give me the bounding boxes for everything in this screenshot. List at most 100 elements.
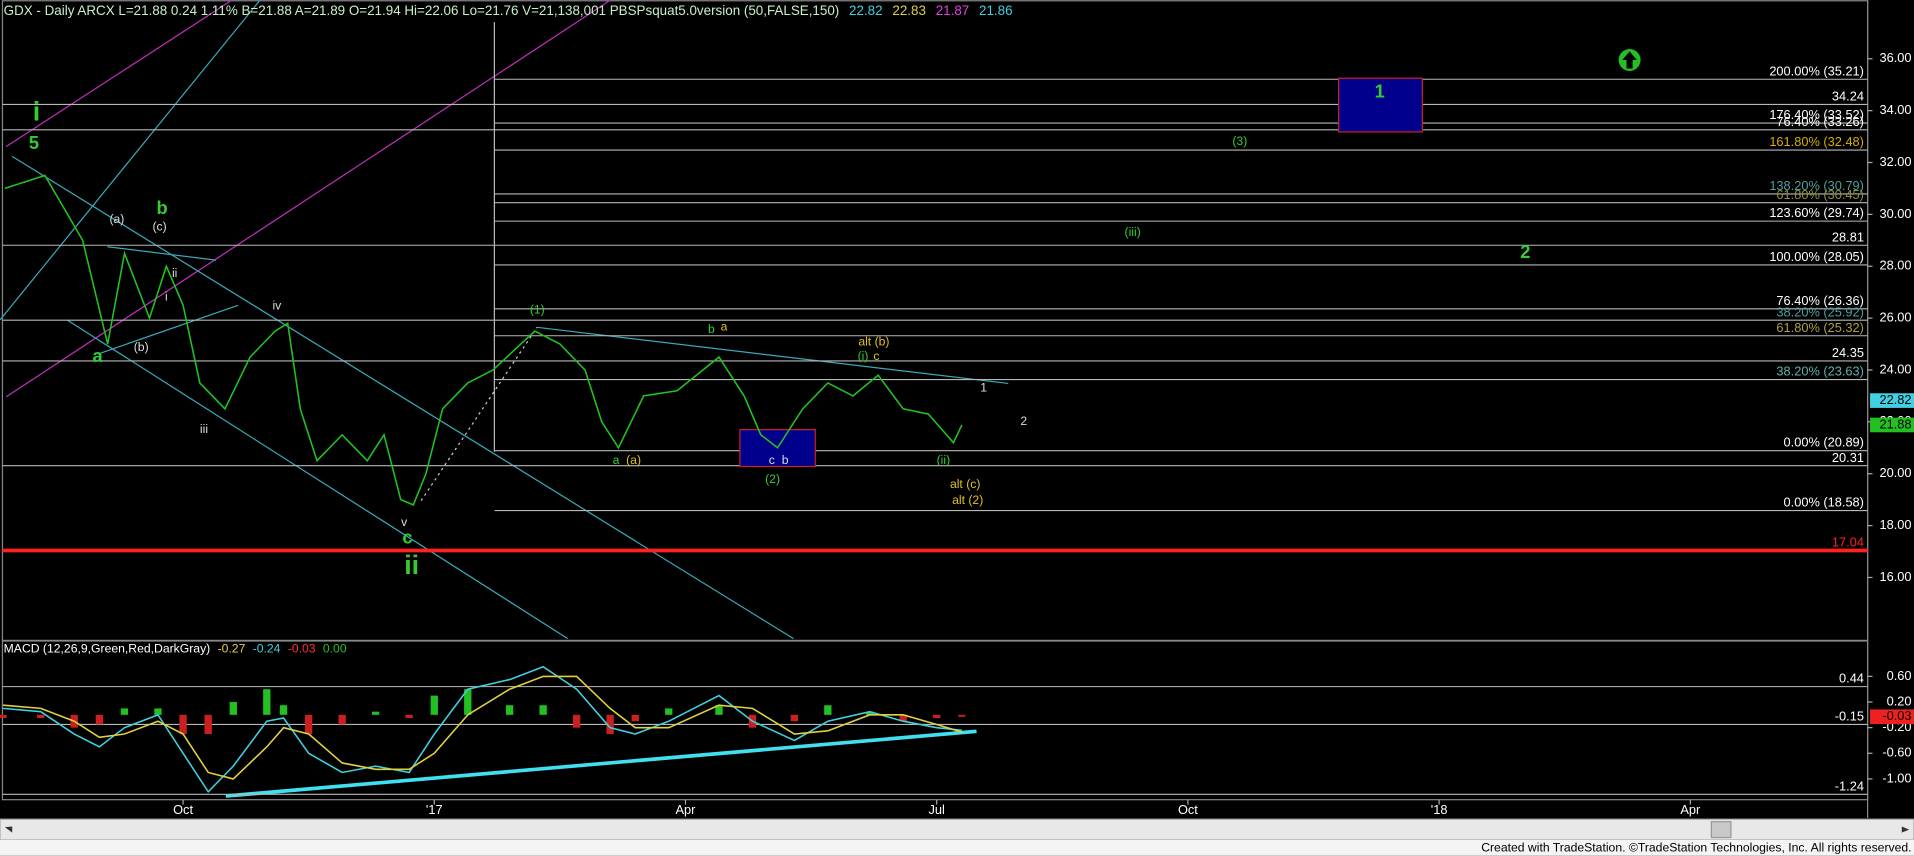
scroll-thumb[interactable] <box>1710 821 1732 839</box>
wave-label: c <box>873 349 879 363</box>
plot-layer: GDX - Daily ARCX L=21.88 0.24 1.11% B=21… <box>0 3 1914 817</box>
histogram-bar <box>539 705 547 715</box>
header-text: GDX - Daily ARCX L=21.88 0.24 1.11% B=21… <box>4 3 1013 18</box>
x-tick-label: Apr <box>676 802 697 817</box>
price-marker <box>1870 417 1914 433</box>
macd-trend-line <box>225 729 977 798</box>
level-label: -0.15 <box>1835 709 1864 724</box>
histogram-bar <box>279 705 288 715</box>
wave-label: ii <box>404 550 419 580</box>
wave-label: (a) <box>109 212 124 226</box>
histogram-bar <box>790 714 799 722</box>
wave-label: v <box>401 515 408 529</box>
histogram-bar <box>715 705 723 715</box>
wave-label: (2) <box>765 472 780 486</box>
y-tick-label: 20.00 <box>1880 465 1912 480</box>
level-label: 76.40% (26.36) <box>1776 293 1864 308</box>
price-marker <box>1870 393 1914 408</box>
series-line <box>2 675 963 780</box>
y-tick-label: 0.60 <box>1887 668 1912 683</box>
histogram-bar <box>179 714 187 735</box>
target-zone <box>1338 77 1423 133</box>
x-tick-label: '18 <box>1431 802 1448 817</box>
x-tick-label: Oct <box>173 802 193 817</box>
wave-label: alt (b) <box>858 335 889 349</box>
histogram-bar <box>0 714 7 719</box>
series-line <box>2 665 962 794</box>
histogram-bar <box>572 714 581 728</box>
level-label: 100.00% (28.05) <box>1769 249 1864 264</box>
wave-label: (ii) <box>937 453 951 467</box>
histogram-bar <box>154 708 162 715</box>
trend-line <box>97 304 239 355</box>
histogram-bar <box>405 714 413 719</box>
level-label: 0.44 <box>1839 671 1864 686</box>
histogram-bar <box>665 708 673 715</box>
wave-label: c <box>402 526 412 547</box>
series-line <box>4 174 963 506</box>
level-label: 20.31 <box>1832 450 1864 465</box>
trend-line <box>107 246 217 261</box>
wave-label: (1) <box>530 303 545 317</box>
wave-label: 2 <box>1520 241 1530 262</box>
indicator-name: MACD (12,26,9,Green,Red,DarkGray) <box>4 642 211 656</box>
wave-label: a <box>613 453 620 467</box>
histogram-bar <box>824 705 832 715</box>
scroll-left[interactable] <box>4 826 13 833</box>
wave-label: 5 <box>29 132 39 153</box>
header-item: 21.86 <box>979 3 1013 18</box>
wave-label: iii <box>200 422 208 436</box>
level-label: 161.80% (32.48) <box>1769 134 1864 149</box>
histogram-bar <box>263 689 271 715</box>
level-label: -1.24 <box>1835 778 1864 793</box>
histogram-bar <box>933 714 941 719</box>
indicator-value: -0.03 <box>288 642 316 656</box>
wave-label: 2 <box>1020 414 1027 428</box>
histogram-bar <box>505 705 514 715</box>
histogram-bar <box>305 714 313 735</box>
header-item: 22.83 <box>892 3 926 18</box>
histogram-bar <box>958 714 966 717</box>
histogram-bar <box>464 689 472 715</box>
level-label: 0.00% (18.58) <box>1784 495 1864 510</box>
trend-line <box>11 155 794 640</box>
indicator-title: MACD (12,26,9,Green,Red,DarkGray) -0.27 -0… <box>4 642 347 656</box>
histogram-bar <box>430 695 438 715</box>
trend-line <box>5 0 611 398</box>
x-tick-label: Jul <box>929 802 945 817</box>
histogram-bar <box>606 714 614 735</box>
level-label: 76.40% (33.26) <box>1776 114 1864 129</box>
trend-line <box>5 0 233 148</box>
histogram-bar <box>338 714 346 725</box>
wave-label: 1 <box>980 380 987 394</box>
level-label: 138.20% (30.79) <box>1769 178 1864 193</box>
price-marker <box>1870 709 1914 725</box>
histogram-bar <box>631 714 639 722</box>
y-tick-label: 36.00 <box>1880 50 1912 65</box>
footer-text: Created with TradeStation. ©TradeStation… <box>1481 841 1911 855</box>
indicator-value: -0.24 <box>253 642 281 656</box>
header-item: 21.87 <box>936 3 970 18</box>
x-tick-label: '17 <box>426 802 443 817</box>
projection-line <box>420 326 538 501</box>
wave-label: (a) <box>626 453 641 467</box>
scroll-right[interactable] <box>1901 826 1910 833</box>
wave-label: (i) <box>858 349 869 363</box>
trend-lines <box>0 0 1009 798</box>
histogram-bar <box>120 708 129 715</box>
level-label: 38.20% (25.92) <box>1776 304 1864 319</box>
header-item: GDX - Daily ARCX L=21.88 0.24 1.11% B=21… <box>4 3 840 18</box>
wave-label: b <box>782 453 789 467</box>
scrollbar[interactable] <box>0 818 1914 841</box>
y-tick-label: 0.20 <box>1887 693 1912 708</box>
x-tick-label: Apr <box>1680 802 1701 817</box>
y-tick-label: 34.00 <box>1880 102 1912 117</box>
level-label: 200.00% (35.21) <box>1769 63 1864 78</box>
level-label: 176.40% (33.52) <box>1769 107 1864 122</box>
level-label: 61.80% (30.45) <box>1776 187 1864 202</box>
level-label: 17.04 <box>1832 535 1864 550</box>
level-label: 38.20% (23.63) <box>1776 364 1864 379</box>
header-item: 22.82 <box>849 3 883 18</box>
wave-label: ii <box>172 266 177 280</box>
